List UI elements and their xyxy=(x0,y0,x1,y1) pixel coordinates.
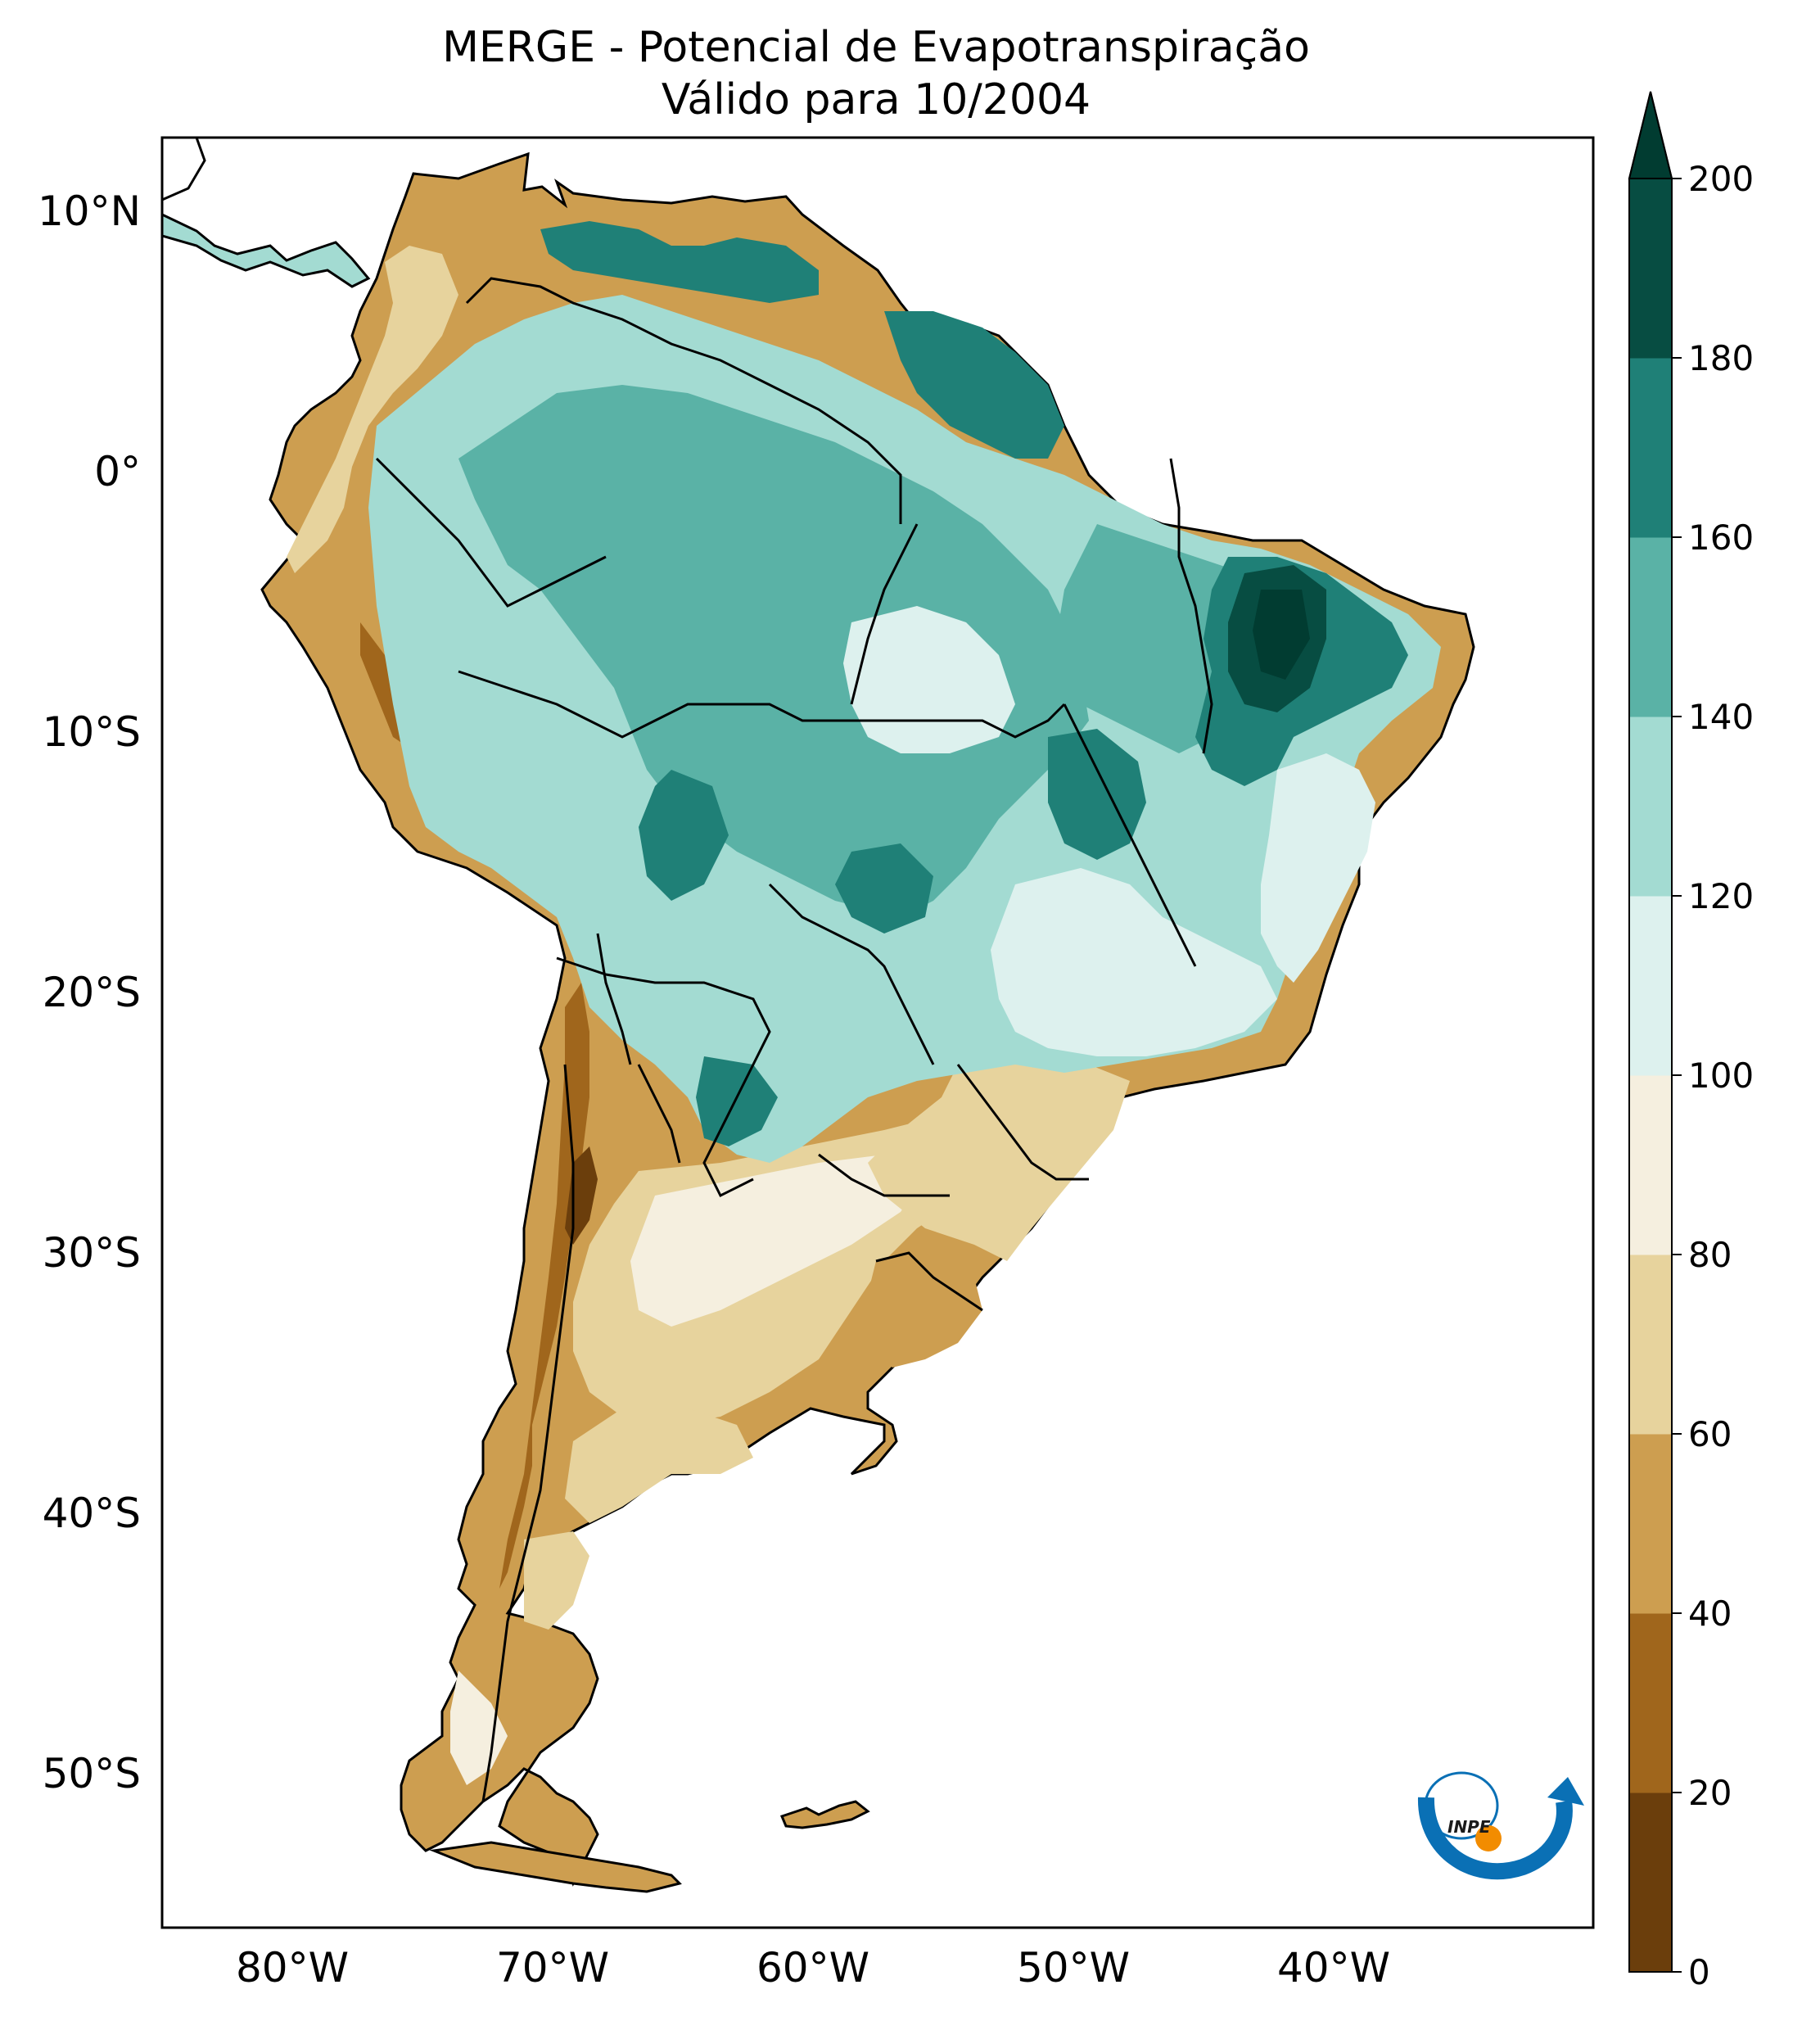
logo-text: INPE xyxy=(1447,1817,1491,1837)
colorbar-segment xyxy=(1629,896,1672,1076)
lat-tick-label: 10°N xyxy=(38,188,141,235)
colorbar-segment xyxy=(1629,1255,1672,1435)
colorbar-tick-label: 80 xyxy=(1688,1235,1732,1275)
colorbar-ticks: 0 20 40 60 80 100 120 140 160 180 200 xyxy=(1672,159,1754,1992)
colorbar-segments xyxy=(1629,179,1672,1973)
colorbar-segment xyxy=(1629,717,1672,897)
lon-tick-label: 70°W xyxy=(496,1944,609,1992)
colorbar-segment xyxy=(1629,1075,1672,1255)
colorbar-tick-label: 180 xyxy=(1688,338,1754,378)
colorbar-tick-label: 200 xyxy=(1688,159,1754,199)
map-subtitle: Válido para 10/2004 xyxy=(661,75,1091,124)
lat-tick-label: 40°S xyxy=(43,1490,141,1537)
lon-tick-label: 60°W xyxy=(756,1944,869,1992)
colorbar-segment xyxy=(1629,1793,1672,1973)
colorbar-tick-label: 120 xyxy=(1688,876,1754,916)
lat-axis: 10°N 0° 10°S 20°S 30°S 40°S 50°S xyxy=(38,188,141,1797)
lon-tick-label: 80°W xyxy=(236,1944,349,1992)
colorbar-tick-label: 60 xyxy=(1688,1414,1732,1454)
colorbar-segment xyxy=(1629,179,1672,359)
lat-tick-label: 30°S xyxy=(43,1229,141,1277)
lat-tick-label: 0° xyxy=(94,448,141,495)
lat-tick-label: 50°S xyxy=(43,1750,141,1797)
colorbar-segment xyxy=(1629,1613,1672,1793)
colorbar-tick-label: 100 xyxy=(1688,1056,1754,1096)
colorbar-tick-label: 20 xyxy=(1688,1773,1732,1813)
colorbar-tick-label: 0 xyxy=(1688,1952,1710,1992)
colorbar-tick-label: 140 xyxy=(1688,697,1754,737)
colorbar-segment xyxy=(1629,1434,1672,1614)
lat-tick-label: 20°S xyxy=(43,969,141,1016)
colorbar: 0 20 40 60 80 100 120 140 160 180 200 xyxy=(1628,91,1754,1992)
colorbar-tick-label: 160 xyxy=(1688,518,1754,558)
map-frame xyxy=(160,136,1595,1929)
lon-axis: 80°W 70°W 60°W 50°W 40°W xyxy=(236,1944,1390,1992)
colorbar-extend-arrow xyxy=(1628,91,1673,179)
continent-layer xyxy=(162,138,1475,1893)
inpe-logo: INPE xyxy=(1417,1771,1584,1880)
lon-tick-label: 40°W xyxy=(1277,1944,1390,1992)
colorbar-segment xyxy=(1629,358,1672,538)
map-title: MERGE - Potencial de Evapotranspiração xyxy=(442,23,1310,72)
lon-tick-label: 50°W xyxy=(1017,1944,1130,1992)
lat-tick-label: 10°S xyxy=(43,708,141,756)
colorbar-tick-label: 40 xyxy=(1688,1594,1732,1634)
internal-borders xyxy=(375,277,1213,1802)
central-america-land xyxy=(162,213,371,288)
colorbar-segment xyxy=(1629,537,1672,717)
